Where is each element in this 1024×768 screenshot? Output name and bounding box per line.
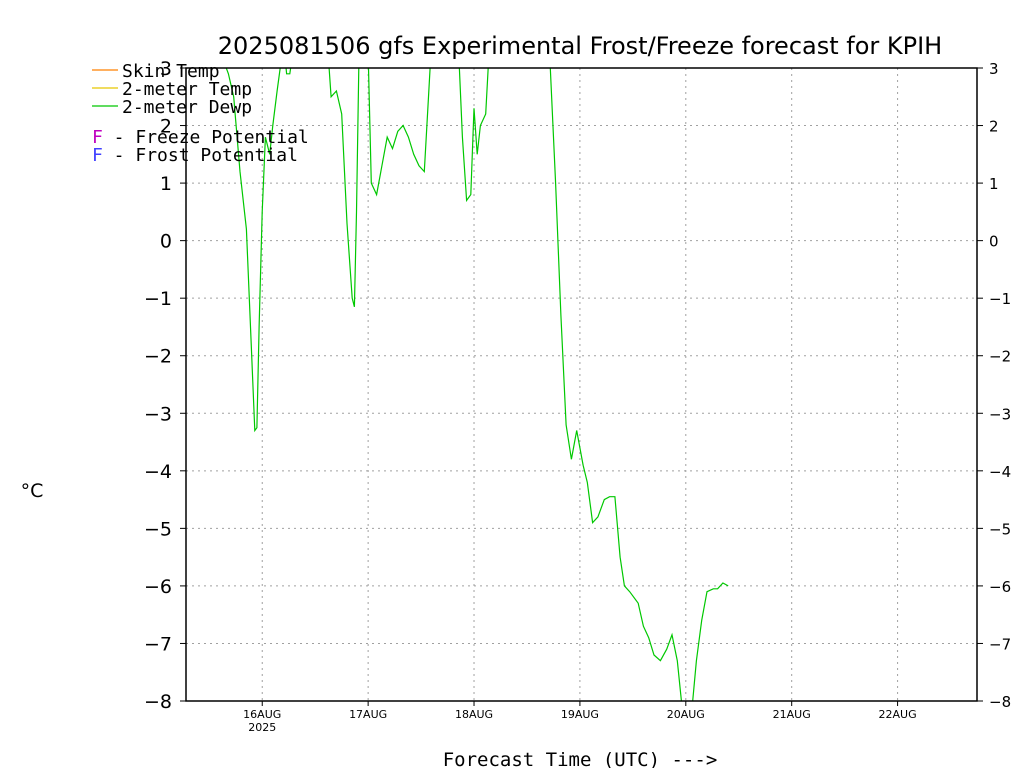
y-tick-label: 1 xyxy=(160,173,172,195)
y-tick-label: 2 xyxy=(160,116,172,138)
series-layer xyxy=(225,68,729,701)
y-tick-label-right: −1 xyxy=(989,290,1011,308)
y-tick-label: 3 xyxy=(160,58,172,80)
legend-label: 2-meter Dewp xyxy=(122,97,252,118)
axes: −8 −8 −7 −7 −6 −6 −5 −5 −4 −4 −3 −3 −2 −2 −1 −1 0 0 1 1 2 2 3 3… xyxy=(144,58,1011,734)
legend-marker-letter: F xyxy=(92,127,103,148)
x-tick-label: 21AUG xyxy=(773,708,811,721)
x-tick-label: 19AUG xyxy=(561,708,599,721)
x-tick-label: 18AUG xyxy=(455,708,493,721)
y-tick-label-right: 0 xyxy=(989,233,999,251)
legend-marker-text: - Frost Potential xyxy=(103,145,298,166)
legend-marker-letter: F xyxy=(92,145,103,166)
legend-marker-label: F - Freeze Potential xyxy=(92,127,309,148)
grid xyxy=(186,68,977,701)
y-tick-label-right: 3 xyxy=(989,60,999,78)
y-tick-label-right: −3 xyxy=(989,405,1011,423)
x-tick-label: 16AUG xyxy=(243,708,281,721)
y-tick-label: 0 xyxy=(160,231,172,253)
y-tick-label-right: −7 xyxy=(989,635,1011,653)
plot-frame xyxy=(185,67,978,702)
y-tick-label: −2 xyxy=(144,346,172,368)
y-tick-label-right: −2 xyxy=(989,348,1011,366)
y-tick-label: −7 xyxy=(144,633,172,655)
y-tick-label: −1 xyxy=(144,288,172,310)
chart-title: 2025081506 gfs Experimental Frost/Freeze… xyxy=(218,32,942,60)
legend-marker-label: F - Frost Potential xyxy=(92,145,298,166)
y-tick-label-right: −6 xyxy=(989,578,1011,596)
legend-label: Skin Temp xyxy=(122,61,220,82)
legend-label: 2-meter Temp xyxy=(122,79,252,100)
y-tick-label: −6 xyxy=(144,576,172,598)
y-tick-label-right: −8 xyxy=(989,693,1011,711)
y-tick-label: −4 xyxy=(144,461,172,483)
x-tick-label: 20AUG xyxy=(667,708,705,721)
legend-marker-text: - Freeze Potential xyxy=(103,127,309,148)
y-tick-label-right: 2 xyxy=(989,118,999,136)
y-tick-label: −5 xyxy=(144,518,172,540)
y-tick-label: −3 xyxy=(144,403,172,425)
series-line-dewpoint xyxy=(225,68,729,701)
x-tick-label: 22AUG xyxy=(879,708,917,721)
y-tick-label-right: 1 xyxy=(989,175,999,193)
x-axis-label: Forecast Time (UTC) ---> xyxy=(443,749,718,768)
y-tick-label: −8 xyxy=(144,691,172,713)
y-tick-label-right: −4 xyxy=(989,463,1011,481)
x-tick-sublabel: 2025 xyxy=(248,721,276,734)
y-tick-label-right: −5 xyxy=(989,520,1011,538)
y-axis-label: °C xyxy=(21,480,44,502)
x-tick-label: 17AUG xyxy=(349,708,387,721)
